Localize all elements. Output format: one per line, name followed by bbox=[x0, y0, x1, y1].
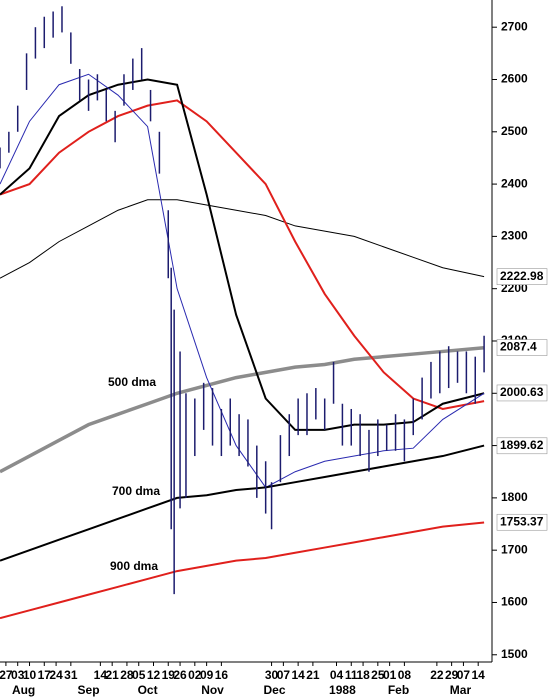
x-tick-label: 26 bbox=[173, 668, 187, 682]
moving-average bbox=[0, 346, 485, 474]
y-tick-label: 2600 bbox=[501, 72, 528, 86]
x-tick-label: 24 bbox=[49, 668, 63, 682]
month-label: Sep bbox=[78, 683, 100, 697]
x-tick-label: 05 bbox=[132, 668, 146, 682]
x-tick-label: 11 bbox=[345, 668, 358, 682]
end-label: 2222.98 bbox=[500, 269, 544, 283]
y-tick-label: 1500 bbox=[501, 647, 528, 661]
x-tick-label: 30 bbox=[265, 668, 279, 682]
x-tick-label: 02 bbox=[188, 668, 202, 682]
y-tick-label: 2400 bbox=[501, 176, 528, 190]
x-tick-label: 28 bbox=[120, 668, 134, 682]
month-label: Oct bbox=[138, 683, 158, 697]
month-label: Dec bbox=[264, 683, 286, 697]
x-tick-label: 03 bbox=[11, 668, 25, 682]
x-tick-label: 31 bbox=[64, 668, 78, 682]
end-label: 1899.62 bbox=[500, 438, 544, 452]
end-label-box bbox=[496, 268, 548, 285]
moving-average bbox=[0, 521, 485, 620]
x-tick-label: 25 bbox=[371, 668, 385, 682]
moving-average bbox=[0, 444, 485, 562]
end-label: 1753.37 bbox=[500, 514, 544, 528]
x-tick-label: 18 bbox=[356, 668, 370, 682]
dma-annotation: 700 dma bbox=[112, 484, 160, 498]
x-tick-label: 17 bbox=[38, 668, 52, 682]
moving-average bbox=[0, 73, 485, 489]
month-label: 1988 bbox=[329, 683, 356, 697]
y-tick-label: 2500 bbox=[501, 124, 528, 138]
dma-annotation: 900 dma bbox=[110, 559, 158, 573]
moving-average bbox=[0, 78, 485, 431]
x-tick-label: 16 bbox=[215, 668, 229, 682]
x-tick-label: 19 bbox=[162, 668, 176, 682]
moving-average bbox=[0, 99, 485, 411]
x-tick-label: 07 bbox=[277, 668, 291, 682]
end-label-box bbox=[496, 384, 548, 402]
month-label: Nov bbox=[201, 683, 224, 697]
x-tick-label: 07 bbox=[457, 668, 471, 682]
month-label: Feb bbox=[388, 683, 409, 697]
end-label: 2000.63 bbox=[500, 385, 544, 399]
x-tick-label: 21 bbox=[105, 668, 119, 682]
x-tick-label: 27 bbox=[0, 668, 13, 682]
x-tick-label: 04 bbox=[330, 668, 344, 682]
month-label: Mar bbox=[450, 683, 472, 697]
x-tick-label: 14 bbox=[472, 668, 486, 682]
x-tick-label: 22 bbox=[430, 668, 444, 682]
end-label-box bbox=[496, 513, 548, 531]
month-label: Aug bbox=[12, 683, 35, 697]
end-label: 2087.4 bbox=[500, 340, 537, 354]
y-tick-label: 1600 bbox=[501, 595, 528, 609]
y-tick-label: 2300 bbox=[501, 229, 528, 243]
y-tick-label: 2700 bbox=[501, 19, 528, 33]
x-tick-label: 08 bbox=[398, 668, 412, 682]
y-tick-label: 1700 bbox=[501, 542, 528, 556]
moving-average bbox=[0, 199, 485, 279]
end-label-box bbox=[496, 437, 548, 455]
x-tick-label: 10 bbox=[23, 668, 37, 682]
x-tick-label: 12 bbox=[147, 668, 161, 682]
x-tick-label: 01 bbox=[383, 668, 397, 682]
x-tick-label: 21 bbox=[306, 668, 320, 682]
end-label-box bbox=[496, 339, 548, 356]
y-tick-label: 1800 bbox=[501, 490, 528, 504]
x-tick-label: 29 bbox=[445, 668, 459, 682]
x-tick-label: 14 bbox=[291, 668, 305, 682]
plot-area bbox=[0, 6, 485, 620]
x-tick-label: 09 bbox=[200, 668, 214, 682]
x-tick-label: 14 bbox=[94, 668, 108, 682]
dma-annotation: 500 dma bbox=[108, 375, 156, 389]
